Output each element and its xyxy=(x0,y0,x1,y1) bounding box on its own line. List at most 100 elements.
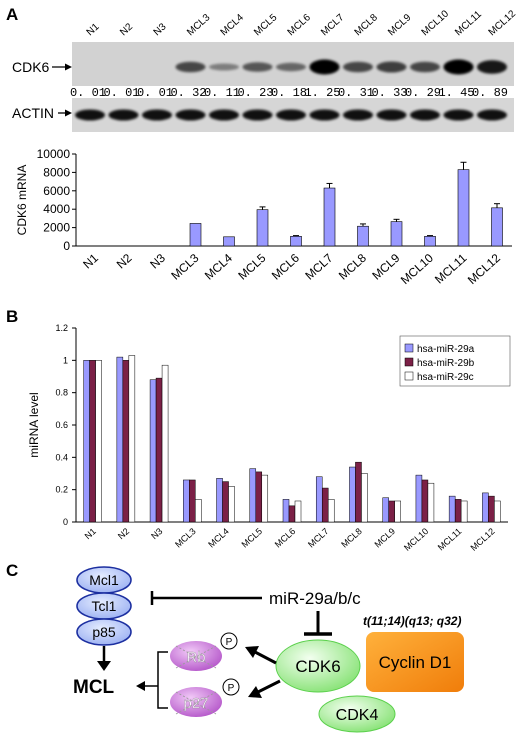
actin-blot-label: ACTIN xyxy=(12,105,54,121)
mirna-bar xyxy=(382,497,389,523)
mirna-chart-category-label: MCL3 xyxy=(173,526,198,550)
lane-label: MCL6 xyxy=(286,12,314,38)
translocation-label: t(11;14)(q13; q32) xyxy=(363,614,461,628)
lane-label: MCL4 xyxy=(219,12,247,38)
mirna-chart-category-label: MCL9 xyxy=(372,526,397,550)
cdk6-mrna-bar xyxy=(424,236,436,247)
legend-label: hsa-miR-29c xyxy=(417,372,474,383)
cdk6-bands xyxy=(175,59,507,75)
cdk6-chart-ytick-label: 2000 xyxy=(43,221,70,235)
mirna-chart-ytick-label: 0.8 xyxy=(55,388,68,398)
mirna-label: miR-29a/b/c xyxy=(269,589,361,608)
cdk6-band xyxy=(376,61,407,73)
mirna-level-chart: 0 0.2 0.4 0.6 0.8 1 1.2 miRNA level N1 N2 N3 MCL3 MC… xyxy=(27,323,511,553)
actin-band xyxy=(242,109,273,121)
cdk6-band xyxy=(443,59,474,75)
cdk6-band xyxy=(477,60,507,74)
mirna-chart-category-label: N2 xyxy=(116,526,131,541)
cdk6-mrna-bar xyxy=(457,169,470,247)
cdk6-to-p27-arrow-icon xyxy=(248,686,262,698)
mirna-bar xyxy=(216,478,223,523)
mirna-bar xyxy=(249,468,257,523)
cdk6-mrna-bar xyxy=(390,221,403,247)
target-mcl1: Mcl1 xyxy=(76,566,132,594)
cdk6-chart-ytick-label: 10000 xyxy=(37,147,71,161)
actin-band xyxy=(175,109,206,121)
bracket-to-mcl-arrow-icon xyxy=(136,681,145,691)
rb-oval xyxy=(170,641,222,671)
cdk6-chart-ytick-label: 4000 xyxy=(43,202,70,216)
target-mcl1-label: Mcl1 xyxy=(89,572,119,588)
mirna-bar xyxy=(355,461,362,523)
cdk6-chart-category-label: N3 xyxy=(147,251,168,272)
mirna-bar xyxy=(454,499,462,523)
mirna-bar xyxy=(183,479,190,523)
mirna-bar xyxy=(494,500,501,523)
mirna-chart-category-label: MCL12 xyxy=(468,526,496,553)
mirna-bar xyxy=(448,495,456,523)
cdk6-band xyxy=(309,59,340,75)
mirna-chart-ylabel: miRNA level xyxy=(27,392,41,457)
actin-band xyxy=(376,109,407,121)
cdk6-chart-category-label: N2 xyxy=(114,251,135,272)
p85-to-mcl-arrow-icon xyxy=(97,661,111,671)
cdk4-oval xyxy=(318,695,396,733)
lane-label: N3 xyxy=(152,21,169,38)
mirna-chart-ytick-label: 0.4 xyxy=(55,452,68,462)
mirna-bar xyxy=(195,499,202,523)
legend-label: hsa-miR-29a xyxy=(417,344,475,355)
mirna-bar xyxy=(95,360,102,523)
cdk6-chart-ytick-label: 6000 xyxy=(43,184,70,198)
cdk6-chart-category-label: MCL5 xyxy=(235,251,268,283)
actin-band xyxy=(410,109,440,121)
cdk6-chart-category-label: MCL7 xyxy=(302,251,335,283)
mirna-chart-category-label: MCL8 xyxy=(339,526,364,550)
cdk6-mrna-bar xyxy=(223,236,235,247)
cdk6-ratio: 0. 23 xyxy=(237,86,273,100)
actin-band xyxy=(477,109,507,121)
actin-bands xyxy=(75,109,507,121)
mirna-bar xyxy=(361,473,368,523)
cdk6-chart-ytick-label: 8000 xyxy=(43,165,70,179)
cdk6-to-p27-line xyxy=(257,679,281,694)
actin-band xyxy=(209,109,239,121)
mirna-bar xyxy=(161,364,169,523)
target-p85-label: p85 xyxy=(92,624,116,640)
cdk6-band xyxy=(276,62,306,72)
mirna-bar xyxy=(415,474,423,523)
mirna-chart-category-label: MCL4 xyxy=(206,526,231,550)
cdk6-ratio: 0. 32 xyxy=(170,86,206,100)
mirna-bar xyxy=(421,479,429,523)
cdk6-band xyxy=(209,63,239,71)
cdk6-chart-category-label: MCL11 xyxy=(432,251,470,287)
legend-label: hsa-miR-29b xyxy=(417,358,475,369)
rb-phospho-icon xyxy=(220,632,238,650)
cdk6-chart-category-label: MCL4 xyxy=(202,251,235,283)
lane-label: MCL10 xyxy=(420,8,452,38)
cdk6-ratio-labels: 0. 010. 010. 010. 320. 110. 230. 181. 25… xyxy=(70,86,508,100)
cdk6-ratio: 0. 89 xyxy=(472,86,508,100)
mirna-bar xyxy=(427,482,435,523)
legend-swatch xyxy=(404,371,414,381)
cdk6-chart-ylabel: CDK6 mRNA xyxy=(15,165,29,236)
mirna-bar xyxy=(394,500,401,523)
cdk6-mrna-bar xyxy=(290,236,302,247)
cdk6-ratio: 0. 33 xyxy=(371,86,407,100)
mirna-chart-category-label: MCL7 xyxy=(306,526,331,550)
mirna-bar xyxy=(349,466,356,523)
cdk6-ratio: 0. 01 xyxy=(103,86,139,100)
cdk6-chart-category-label: MCL6 xyxy=(269,251,302,283)
mirna-chart-ytick-label: 1 xyxy=(63,355,68,365)
p27-phospho-label: P xyxy=(228,683,235,694)
cdk6-ratio: 0. 11 xyxy=(204,86,240,100)
lane-label: MCL3 xyxy=(185,12,213,38)
mirna-bar xyxy=(255,471,263,523)
mirna-bar xyxy=(149,379,157,523)
rb-phospho-label: P xyxy=(226,637,233,648)
mirna-bar xyxy=(228,486,235,523)
mirna-legend xyxy=(399,335,511,387)
cdk6-mrna-bar xyxy=(256,209,269,247)
panel-b-letter: B xyxy=(6,307,18,326)
